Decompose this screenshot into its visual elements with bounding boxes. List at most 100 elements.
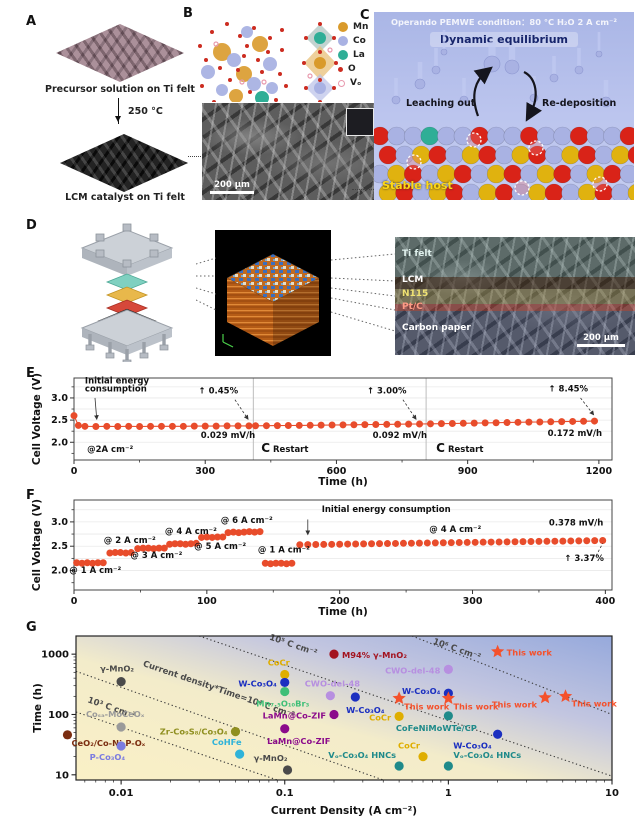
scatter-point-label: P-Co₃O₄: [90, 752, 126, 762]
b-legend: Mn Co La O Vₒ: [338, 22, 368, 92]
scatter-point-label: This work: [507, 648, 553, 658]
data-point: [423, 539, 431, 547]
data-point: [372, 420, 380, 428]
data-point: [384, 540, 392, 548]
data-point: [192, 539, 200, 547]
scatter-point: [280, 677, 290, 688]
precursor-caption: Precursor solution on Ti felt: [45, 84, 195, 95]
ptc-band: [395, 304, 635, 312]
panel-letter-f: F: [26, 488, 35, 503]
data-point: [455, 539, 463, 547]
data-point: [536, 418, 544, 426]
d-scale-bar: 200 μm: [577, 333, 625, 347]
data-point: [83, 559, 91, 567]
data-point: [136, 423, 144, 431]
this-work-star: [392, 691, 406, 704]
scatter-point-label: This work: [572, 698, 618, 708]
data-point: [439, 539, 447, 547]
data-point: [479, 538, 487, 546]
data-point: [580, 417, 588, 425]
data-point: [519, 538, 527, 546]
data-point: [415, 539, 423, 547]
data-point: [89, 559, 97, 567]
scatter-point-label: CeO₂/Co-Ni-P-Oₓ: [71, 738, 145, 748]
data-point: [147, 422, 155, 430]
data-point: [229, 528, 237, 536]
data-point: [134, 545, 142, 553]
scatter-point-label: This work: [404, 701, 450, 711]
y-axis-title: Cell Voltage (V): [31, 499, 43, 591]
data-point: [235, 529, 243, 537]
scatter-point-label: Vₒ-Co₃O₄ HNCs: [453, 750, 521, 760]
data-point: [92, 423, 100, 431]
data-point: [514, 418, 522, 426]
svg-text:2.0: 2.0: [51, 566, 68, 577]
annotation: 0.172 mV/h: [548, 429, 602, 439]
y-axis-title: Cell Voltage (V): [31, 373, 43, 465]
data-point: [471, 538, 479, 546]
annotation: @ 4 A cm⁻²: [165, 527, 217, 537]
annotation: 0.092 mV/h: [373, 431, 427, 441]
chart-e-svg: 0 300 600 900 1200 2.0 2.5 3.0 Time (h) Cell Volt…: [31, 373, 613, 488]
data-point: [511, 538, 519, 546]
scatter-point-label: Mn₇.₅O₁₀Br₃: [256, 699, 309, 709]
data-point: [591, 537, 599, 545]
svg-text:0: 0: [71, 466, 78, 477]
re-deposition-label: Re-deposition: [542, 98, 617, 109]
data-point: [176, 540, 184, 548]
chart-f-svg: 0 100 200 300 400 2.0 2.5 3.0 Time (h) Cell Volta…: [31, 499, 616, 618]
data-point: [407, 539, 415, 547]
data-point: [320, 540, 328, 548]
crystal-structure-illustration: [192, 16, 352, 110]
data-point: [144, 544, 152, 552]
data-point: [73, 559, 81, 567]
scatter-point-label: CoCr: [268, 658, 291, 668]
scatter-point-label: W-Co₃O₄: [453, 740, 492, 750]
scatter-point: [443, 711, 453, 721]
svg-text:2.5: 2.5: [51, 415, 68, 426]
pemwe-schematic: Operando PEMWE condition：80 °C H₂O 2 A c…: [374, 12, 634, 200]
data-point: [312, 541, 320, 549]
annotation: C Restart: [261, 441, 308, 455]
this-work-star: [441, 691, 455, 704]
tomography-cube-illustration: [215, 230, 331, 356]
data-point: [182, 540, 190, 548]
data-point: [198, 533, 206, 541]
data-point: [527, 538, 535, 546]
data-point: [78, 559, 86, 567]
annotation: Initial energy: [85, 376, 150, 386]
data-point: [103, 422, 111, 430]
annotation: @ 3 A cm⁻²: [130, 551, 182, 561]
rate-stability-chart: 0 100 200 300 400 2.0 2.5 3.0 Time (h) Cell Volta…: [30, 492, 628, 618]
annotation: @ 4 A cm⁻²: [429, 525, 481, 535]
annotation: ↑ 3.00%: [367, 387, 407, 397]
data-point: [558, 418, 566, 426]
carbon-paper-band: [395, 311, 635, 355]
lcm-label: LCM: [402, 275, 424, 285]
scatter-point: [329, 709, 339, 720]
this-work-star: [491, 644, 505, 658]
panel-letter-a: A: [26, 14, 37, 29]
data-point: [448, 419, 456, 427]
benchmark-scatter-chart: 10³ C cm⁻² Current density*Time=10⁴ C cm⁻…: [30, 628, 628, 818]
data-point: [201, 422, 209, 430]
svg-text:2.5: 2.5: [51, 541, 68, 552]
x-axis-title: Time (h): [318, 476, 368, 488]
data-point: [339, 421, 347, 429]
scatter-point-label: Zr-Co₉S₈/Co₃O₄: [160, 727, 228, 737]
svg-text:3.0: 3.0: [51, 517, 68, 528]
stability-chart-2A: 0 300 600 900 1200 2.0 2.5 3.0 Time (h) Cell Volt…: [30, 370, 628, 488]
annotation: consumption: [85, 385, 147, 395]
annotation: @2A cm⁻²: [87, 445, 133, 455]
dynamic-equilibrium-label: Dynamic equilibrium: [430, 32, 578, 47]
annotation: Initial energy consumption: [322, 505, 451, 515]
data-point: [481, 419, 489, 427]
scatter-point: [230, 727, 241, 737]
lcm-felt-illustration: [60, 134, 188, 192]
svg-text:1000: 1000: [41, 650, 69, 661]
annotation: @ 5 A cm⁻²: [194, 542, 246, 552]
svg-text:1: 1: [445, 788, 452, 799]
data-point: [251, 528, 259, 536]
scatter-point: [493, 729, 503, 739]
cell-assembly-illustration: [52, 222, 202, 366]
